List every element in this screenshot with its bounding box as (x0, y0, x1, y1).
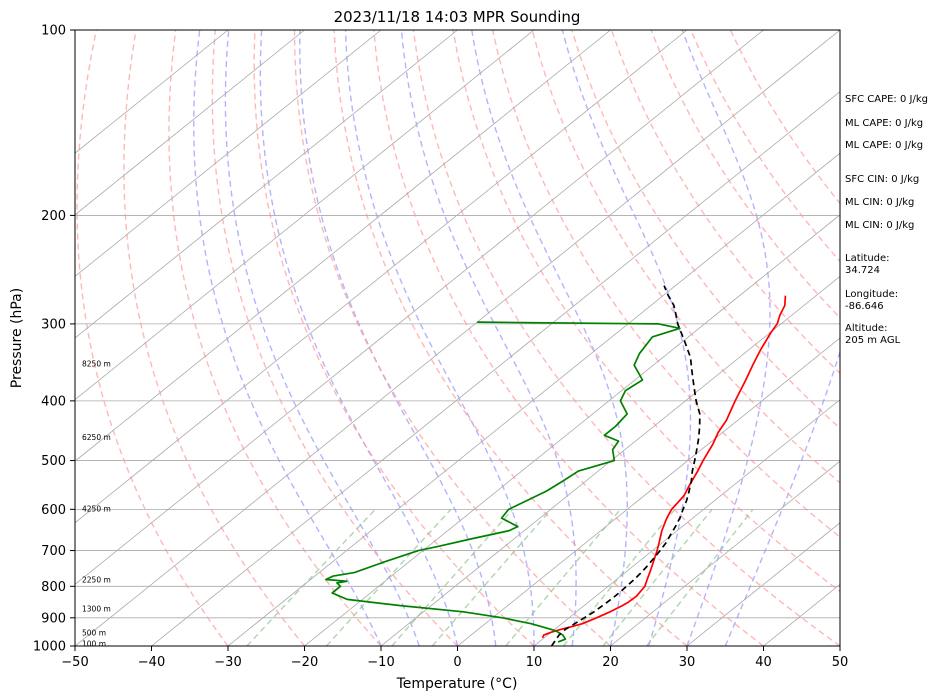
mixing-ratio-line (431, 508, 552, 646)
x-tick-label: 0 (453, 655, 461, 670)
mixing-ratio-line (391, 508, 514, 646)
dry-adiabat-line (76, 30, 229, 646)
mixing-ratio-line (562, 508, 676, 646)
dry-adiabat-line (123, 30, 306, 646)
height-label: 2250 m (82, 576, 111, 585)
side-panel-text: ML CAPE: 0 J/kg (845, 118, 923, 129)
mixing-ratio-line (505, 508, 622, 646)
x-tick-label: 40 (755, 655, 772, 670)
x-tick-label: −10 (367, 655, 394, 670)
isotherm-line (75, 30, 840, 646)
side-panel-text: ML CIN: 0 J/kg (845, 197, 914, 208)
x-tick-label: −40 (138, 655, 165, 670)
moist-adiabat-line (400, 30, 577, 646)
isotherms (75, 30, 840, 646)
x-axis-label: Temperature (°C) (396, 676, 518, 692)
moist-adiabat-line (724, 30, 840, 646)
height-label: 100 m (82, 639, 106, 648)
height-label: 1300 m (82, 605, 111, 614)
x-tick-label: 20 (602, 655, 619, 670)
isotherm-line (151, 91, 840, 646)
isotherm-line (304, 214, 840, 646)
dry-adiabat-line (333, 30, 688, 646)
isotherm-line (75, 30, 688, 524)
dry-adiabat-line (293, 30, 611, 646)
moist-adiabat-line (193, 30, 382, 646)
x-tick-label: −20 (291, 655, 318, 670)
dry-adiabat-line (168, 30, 382, 646)
moist-adiabat-line (681, 30, 771, 646)
moist-adiabat-line (561, 30, 692, 646)
dry-adiabat-line (650, 30, 840, 319)
side-panel-text: Longitude: (845, 289, 898, 300)
x-tick-label: −30 (214, 655, 241, 670)
height-label: 4250 m (82, 504, 111, 513)
moist-adiabat-line (299, 30, 497, 646)
x-tick-label: 30 (679, 655, 696, 670)
isotherm-line (227, 152, 840, 646)
isotherm-line (75, 30, 305, 216)
dry-adiabat-line (571, 30, 840, 430)
y-tick-label: 600 (41, 503, 66, 518)
moist-adiabat-line (471, 30, 628, 646)
isotherm-line (75, 30, 382, 277)
y-tick-label: 900 (41, 611, 66, 626)
dry-adiabat-line (412, 30, 840, 646)
isotherm-line (75, 30, 611, 462)
side-panel-text: SFC CAPE: 0 J/kg (845, 94, 928, 105)
height-label: 8250 m (82, 360, 111, 369)
isotherm-line (75, 30, 764, 585)
side-panel-text: 205 m AGL (845, 335, 901, 346)
y-axis: 1000 900 800 700 600 500 400 300 200 100 (33, 24, 75, 655)
isotherm-line (610, 460, 840, 646)
side-panel-text: Latitude: (845, 253, 890, 264)
temperature-line (541, 295, 787, 639)
y-tick-label: 500 (41, 454, 66, 469)
isotherm-line (380, 275, 840, 646)
mixing-ratio-line (602, 508, 713, 646)
height-labels: 100 m 500 m 1300 m 2250 m 4250 m 6250 m 8250 m (82, 360, 111, 649)
side-panel-text: -86.646 (845, 301, 884, 312)
side-panel-text: ML CIN: 0 J/kg (845, 220, 914, 231)
pressure-grid (75, 30, 840, 646)
isotherm-line (75, 30, 229, 154)
mixing-ratio-line (325, 508, 452, 646)
y-tick-label: 400 (41, 394, 66, 409)
y-tick-label: 200 (41, 209, 66, 224)
chart-title: 2023/11/18 14:03 MPR Sounding (334, 8, 581, 26)
side-panel-text: SFC CIN: 0 J/kg (845, 174, 919, 185)
sounding-series (325, 285, 787, 646)
side-panel-text: ML CAPE: 0 J/kg (845, 140, 923, 151)
x-tick-label: 50 (832, 655, 849, 670)
dry-adiabat-line (253, 30, 535, 646)
dewpoint-line (325, 321, 681, 643)
y-tick-label: 300 (41, 317, 66, 332)
isotherm-line (457, 337, 840, 646)
y-tick-label: 1000 (33, 640, 66, 655)
x-tick-label: −50 (61, 655, 88, 670)
moist-adiabat-line (259, 30, 459, 646)
y-axis-label: Pressure (hPa) (9, 288, 25, 388)
mixing-ratio-line (646, 508, 754, 646)
y-tick-label: 100 (41, 24, 66, 39)
dry-adiabats (76, 30, 840, 646)
sounding-indices-panel: SFC CAPE: 0 J/kg ML CAPE: 0 J/kg ML CAPE: … (845, 94, 928, 346)
parcel-line (550, 285, 701, 646)
height-label: 500 m (82, 628, 106, 637)
isotherm-line (75, 30, 458, 339)
side-panel-text: Altitude: (845, 323, 887, 334)
isotherm-line (686, 522, 840, 646)
height-label: 6250 m (82, 433, 111, 442)
isotherm-line (533, 399, 840, 646)
dry-adiabat-line (452, 30, 840, 593)
x-tick-label: 10 (526, 655, 543, 670)
x-axis: −50 −40 −30 −20 −10 0 10 20 30 40 50 (61, 646, 848, 670)
side-panel-text: 34.724 (845, 265, 880, 276)
dry-adiabat-line (610, 30, 840, 375)
y-tick-label: 800 (41, 580, 66, 595)
isotherm-line (75, 30, 535, 401)
y-tick-label: 700 (41, 544, 66, 559)
